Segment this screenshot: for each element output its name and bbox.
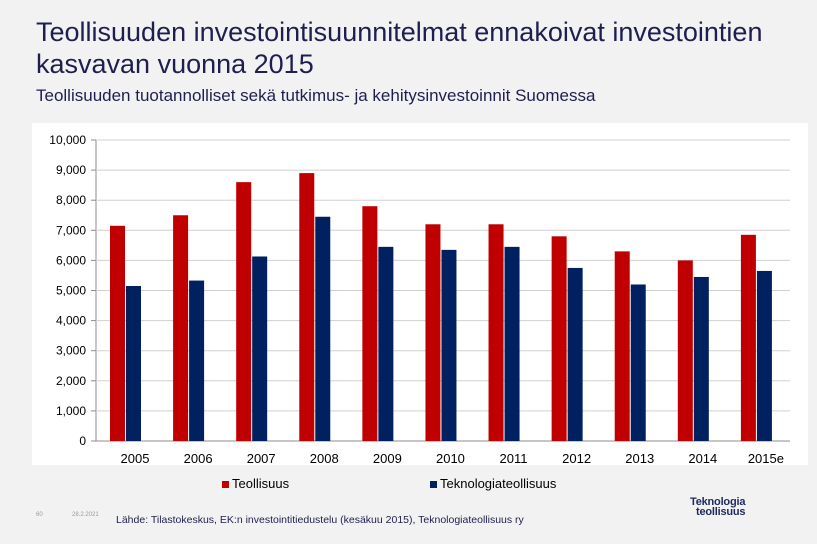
x-tick-label: 2008 <box>310 451 339 466</box>
bar-teknologiateollisuus-2007 <box>252 256 268 441</box>
bar-teollisuus-2014 <box>677 260 693 441</box>
y-tick-label: 9,000 <box>56 163 86 177</box>
y-tick-label: 10,000 <box>49 133 86 147</box>
y-tick-label: 2,000 <box>56 374 86 388</box>
y-tick-label: 5,000 <box>56 284 86 298</box>
bar-teknologiateollisuus-2012 <box>567 267 583 441</box>
x-tick-label: 2011 <box>500 451 528 466</box>
logo-text-line2: teollisuus <box>696 506 746 518</box>
page-subtitle: Teollisuuden tuotannolliset sekä tutkimu… <box>36 86 596 105</box>
x-tick-label: 2010 <box>436 451 465 466</box>
page-number: 60 <box>36 512 43 518</box>
y-tick-label: 3,000 <box>56 344 86 358</box>
y-tick-label: 8,000 <box>56 193 86 207</box>
logo-text-line1: Teknologia <box>690 496 746 508</box>
bar-teollisuus-2007 <box>236 182 252 441</box>
bar-teknologiateollisuus-2014 <box>693 276 709 441</box>
y-tick-label: 4,000 <box>56 314 86 328</box>
x-tick-label: 2015e <box>748 451 784 466</box>
y-tick-label: 7,000 <box>56 223 86 237</box>
legend-swatch-teknologiateollisuus <box>430 481 437 488</box>
x-tick-label: 2005 <box>121 451 150 466</box>
bar-teollisuus-2011 <box>488 224 504 441</box>
x-tick-label: 2013 <box>625 451 654 466</box>
x-tick-label: 2007 <box>247 451 276 466</box>
bar-teknologiateollisuus-2011 <box>504 246 520 441</box>
y-tick-label: 6,000 <box>56 253 86 267</box>
legend-swatch-teollisuus <box>222 481 229 488</box>
page-title: Teollisuuden investointisuunnitelmat enn… <box>36 17 763 79</box>
teknologiateollisuus-logo: Teknologia teollisuus <box>690 496 790 520</box>
footer-date: 28.2.2021 <box>72 512 99 518</box>
bar-teollisuus-2009 <box>362 206 378 441</box>
x-tick-label: 2014 <box>688 451 717 466</box>
bar-teknologiateollisuus-2015e <box>756 270 772 441</box>
x-tick-label: 2012 <box>562 451 591 466</box>
source-note: Lähde: Tilastokeskus, EK:n investointiti… <box>116 514 524 526</box>
bar-teknologiateollisuus-2009 <box>378 246 394 441</box>
x-tick-label: 2006 <box>184 451 213 466</box>
bar-teknologiateollisuus-2010 <box>441 249 457 441</box>
bar-teollisuus-2012 <box>551 236 567 441</box>
legend-label-teollisuus: Teollisuus <box>232 476 290 491</box>
legend-label-teknologiateollisuus: Teknologiateollisuus <box>440 476 557 491</box>
bar-teknologiateollisuus-2008 <box>315 216 331 441</box>
bar-teknologiateollisuus-2013 <box>630 284 646 441</box>
y-tick-label: 1,000 <box>56 404 86 418</box>
bar-teknologiateollisuus-2006 <box>189 280 205 441</box>
bar-teollisuus-2015e <box>740 234 756 441</box>
y-tick-label: 0 <box>79 434 86 448</box>
bar-teollisuus-2013 <box>614 251 630 441</box>
bar-teollisuus-2008 <box>299 173 315 442</box>
x-tick-label: 2009 <box>373 451 402 466</box>
bar-teknologiateollisuus-2005 <box>126 285 141 441</box>
bar-teollisuus-2005 <box>110 225 125 441</box>
bar-teollisuus-2010 <box>425 224 441 441</box>
bar-teollisuus-2006 <box>173 215 189 441</box>
